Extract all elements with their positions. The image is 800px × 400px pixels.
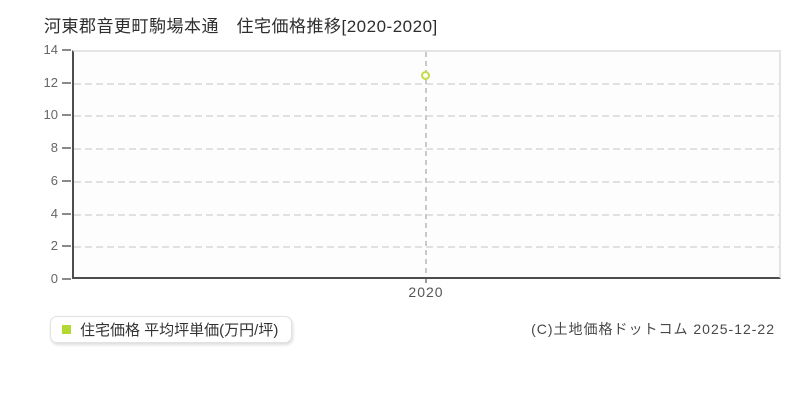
y-axis-label-6: 6 [50, 173, 58, 188]
y-tick-12 [62, 82, 71, 84]
y-tick-2 [62, 245, 71, 247]
y-axis-label-2: 2 [50, 238, 58, 253]
plot-area [72, 50, 781, 279]
y-axis-label-0: 0 [50, 271, 58, 286]
x-gridline-2020 [425, 52, 427, 277]
y-axis-label-14: 14 [43, 42, 58, 57]
y-axis-label-8: 8 [50, 140, 58, 155]
chart-title: 河東郡音更町駒場本通 住宅価格推移[2020-2020] [44, 17, 438, 36]
data-point-2020 [421, 71, 430, 80]
legend: 住宅価格 平均坪単価(万円/坪) [50, 316, 293, 343]
y-tick-10 [62, 114, 71, 116]
y-tick-14 [62, 49, 71, 51]
legend-label: 住宅価格 平均坪単価(万円/坪) [80, 322, 279, 339]
y-axis-label-10: 10 [43, 107, 58, 122]
y-axis-label-12: 12 [43, 75, 58, 90]
y-tick-0 [62, 278, 71, 280]
x-axis-label-2020: 2020 [408, 284, 444, 300]
x-tick-2020 [425, 279, 427, 283]
y-axis-label-4: 4 [50, 206, 58, 221]
y-tick-8 [62, 147, 71, 149]
y-tick-4 [62, 213, 71, 215]
copyright-text: (C)土地価格ドットコム 2025-12-22 [531, 321, 775, 337]
legend-marker-square-icon [62, 325, 71, 334]
y-tick-6 [62, 180, 71, 182]
